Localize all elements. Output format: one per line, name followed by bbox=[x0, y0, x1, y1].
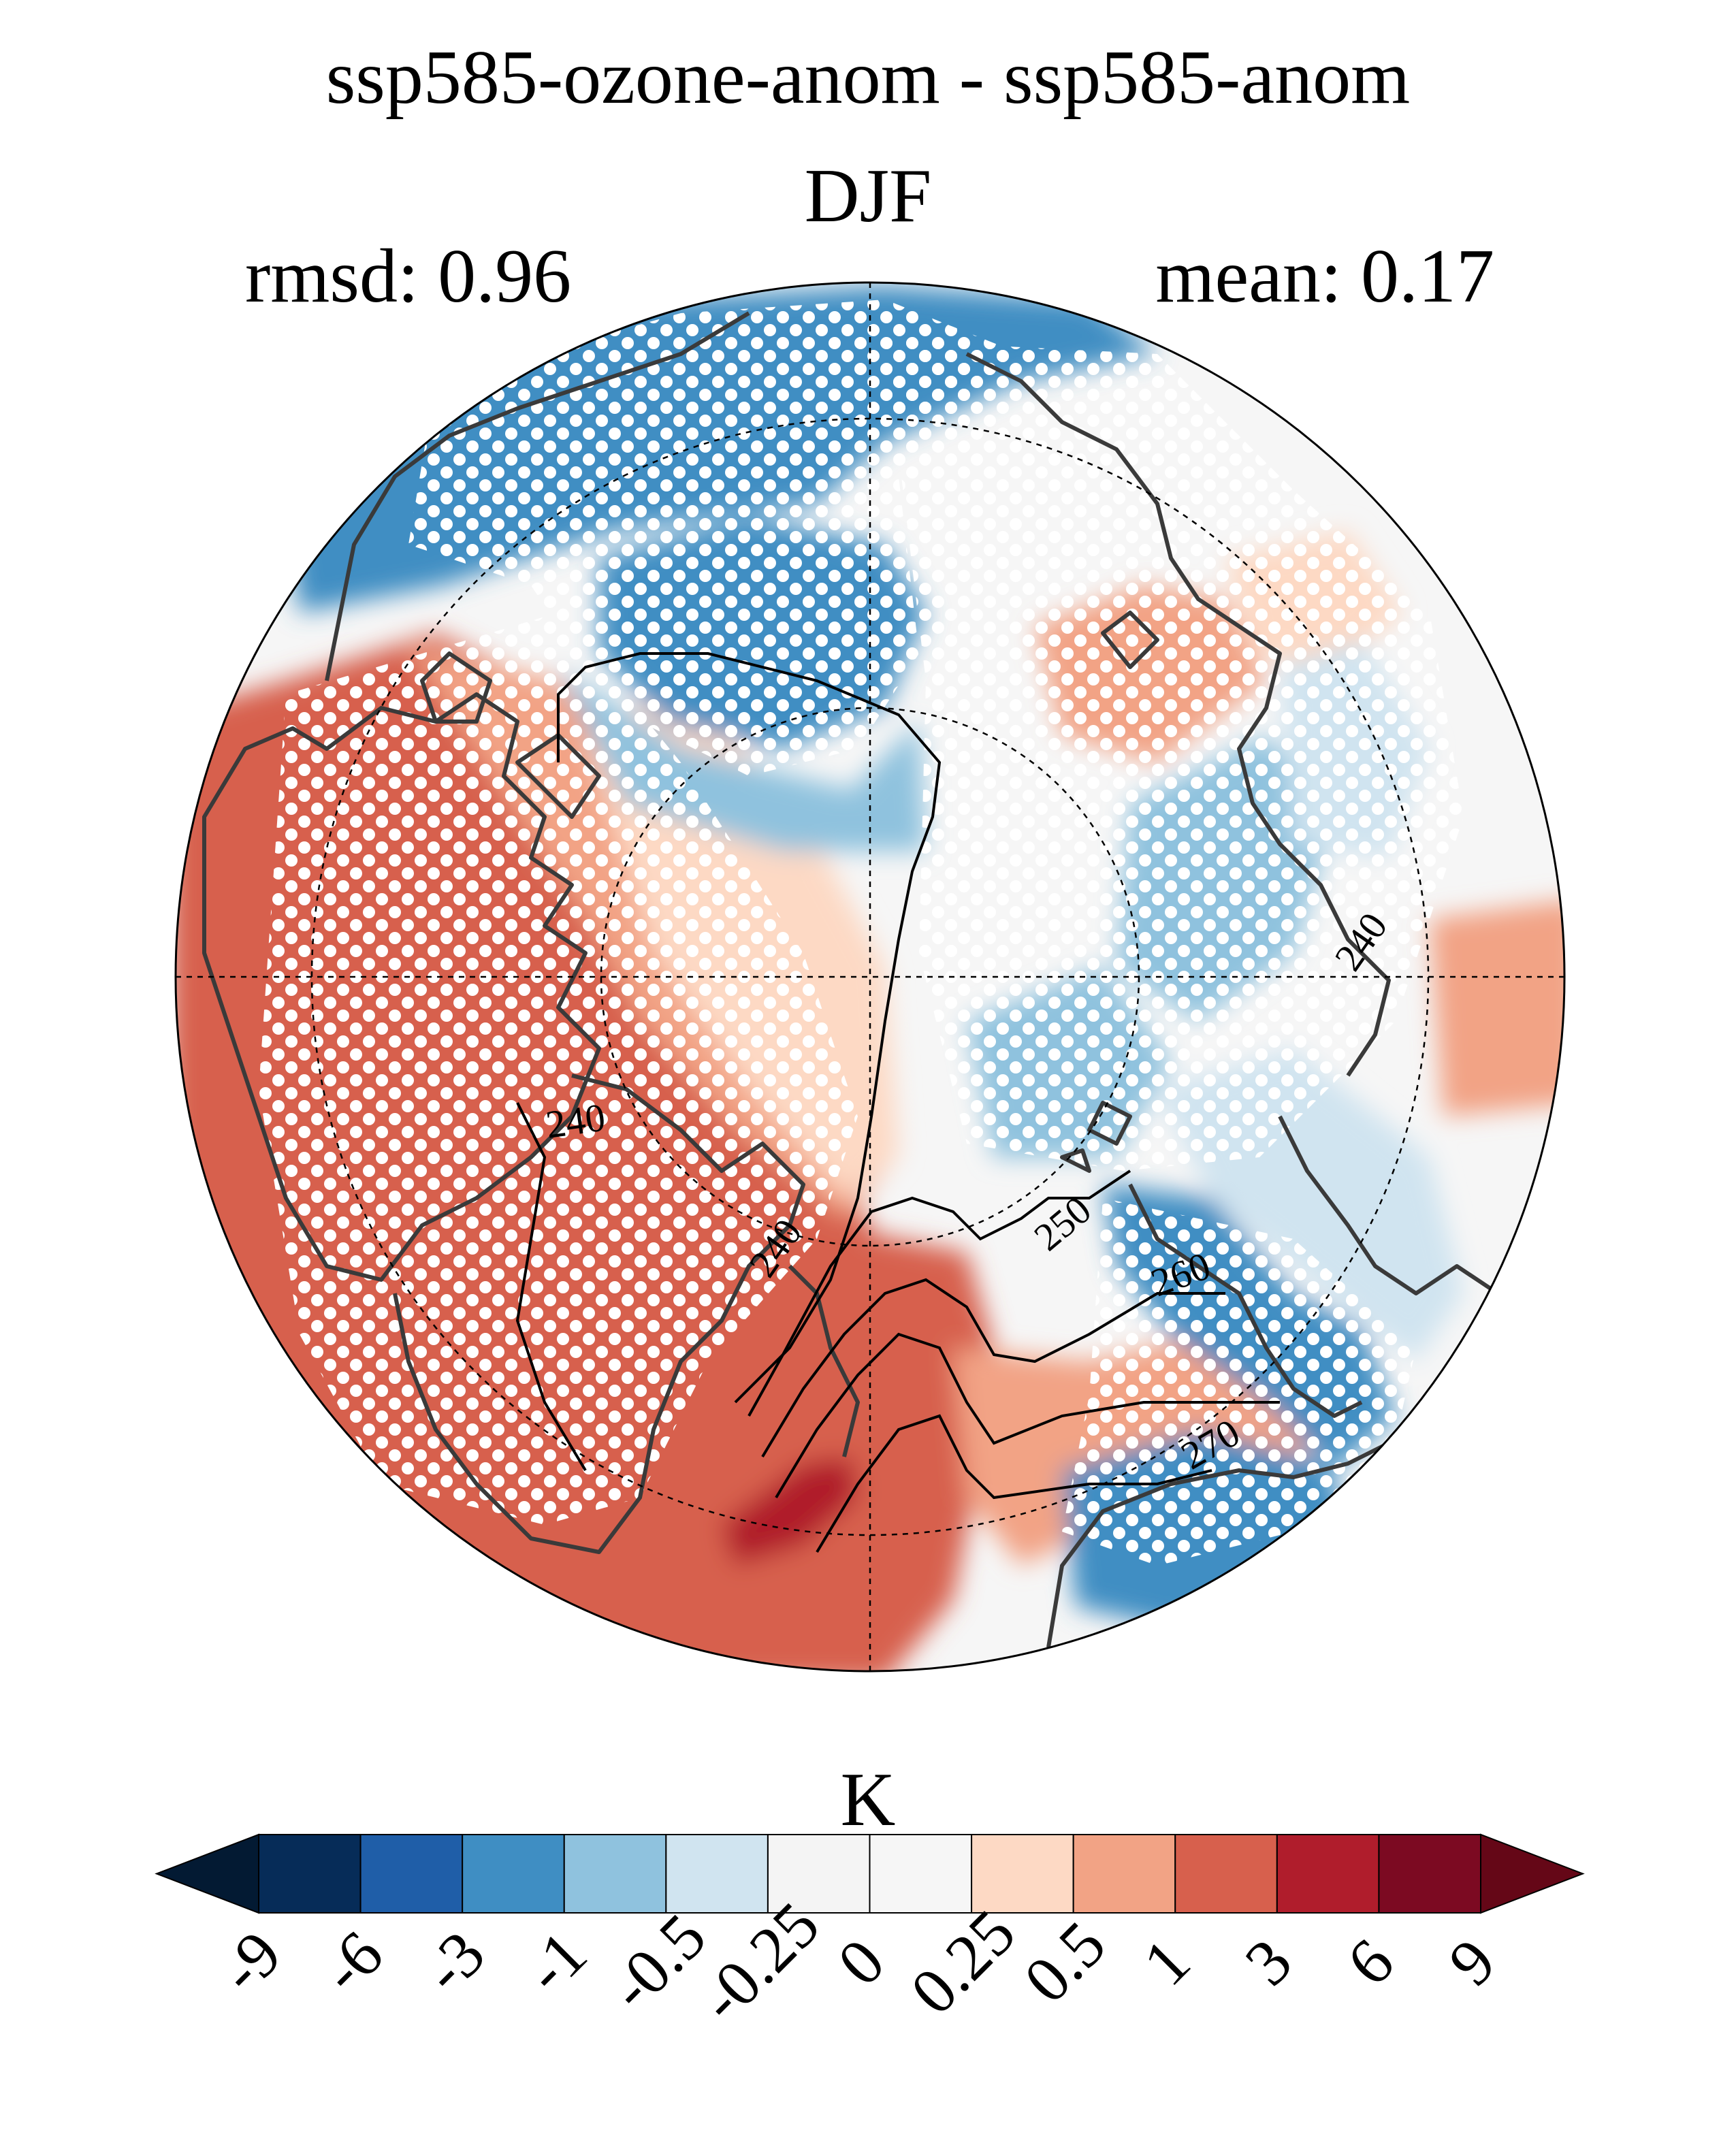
colorbar-bin bbox=[1174, 1834, 1278, 1914]
colorbar-tick-label: -6 bbox=[306, 1917, 396, 2007]
colorbar-bin bbox=[563, 1834, 667, 1914]
anomaly-light-warm-east bbox=[1430, 899, 1564, 1116]
colorbar-tick-label: 9 bbox=[1434, 1924, 1509, 1999]
colorbar-tick-label: 1 bbox=[1129, 1924, 1204, 1999]
colorbar-bin bbox=[971, 1834, 1074, 1914]
colorbar-tick-label: 0.5 bbox=[1010, 1907, 1119, 2017]
season-label: DJF bbox=[804, 154, 932, 238]
colorbar-bin bbox=[869, 1834, 973, 1914]
anomaly-warm-south bbox=[735, 1225, 994, 1671]
colorbar-bin bbox=[1276, 1834, 1380, 1914]
colorbar-tick-label: 6 bbox=[1333, 1924, 1408, 1999]
colorbar-tick-label: -0.5 bbox=[595, 1899, 720, 2024]
colorbar-tick-label: 0 bbox=[824, 1924, 899, 1999]
colorbar-over-extension bbox=[1480, 1833, 1585, 1914]
colorbar-tick-label: -9 bbox=[205, 1917, 295, 2007]
anomaly-strong-warm-south bbox=[722, 1457, 858, 1566]
significance-stippling bbox=[259, 613, 858, 1525]
graticule bbox=[176, 283, 1564, 1671]
colorbar-tick-label: 3 bbox=[1231, 1924, 1306, 1999]
mean-label: mean: 0.17 bbox=[1155, 234, 1494, 319]
colorbar-tick-label: -3 bbox=[408, 1917, 498, 2007]
colorbar-under-extension bbox=[155, 1833, 259, 1914]
colorbar-bin bbox=[258, 1834, 361, 1914]
colorbar-bin bbox=[462, 1834, 565, 1914]
contour-label: 240 bbox=[543, 1095, 608, 1146]
colorbar-bin bbox=[359, 1834, 464, 1914]
colorbar-bin bbox=[1378, 1834, 1481, 1914]
contour-lines bbox=[515, 652, 1280, 1553]
colorbar-tick-label: 0.25 bbox=[897, 1896, 1029, 2028]
colorbar-tick-label: -1 bbox=[511, 1917, 600, 2007]
colorbar-bin bbox=[665, 1834, 769, 1914]
rmsd-label: rmsd: 0.96 bbox=[245, 234, 572, 319]
map-border bbox=[174, 281, 1566, 1673]
colorbar-bin bbox=[1072, 1834, 1176, 1914]
colorbar-unit-label: K bbox=[840, 1758, 896, 1842]
chart-title: ssp585-ozone-anom - ssp585-anom bbox=[325, 35, 1411, 120]
colorbar-bin bbox=[767, 1834, 871, 1914]
coastlines bbox=[202, 311, 1499, 1648]
